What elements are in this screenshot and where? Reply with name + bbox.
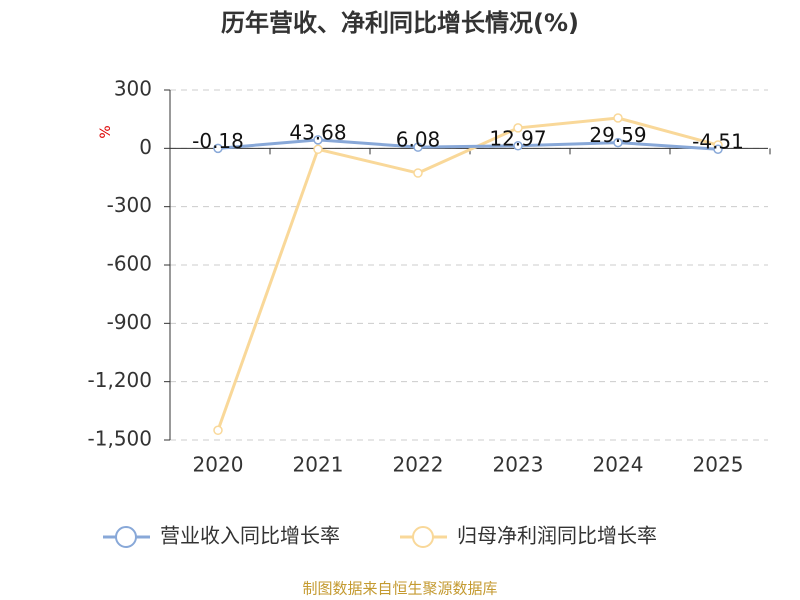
data-label: -0.18: [192, 129, 244, 153]
y-tick-label: -1,200: [88, 368, 152, 392]
data-label: 29.59: [589, 123, 646, 147]
data-label: 43.68: [289, 120, 346, 144]
x-tick-label: 2024: [593, 453, 644, 477]
point: [613, 113, 623, 123]
series-line: [216, 116, 719, 431]
data-label: 6.08: [396, 128, 441, 152]
legend-marker: [115, 526, 137, 548]
data-label: -4.51: [692, 130, 744, 154]
legend-label: 营业收入同比增长率: [160, 524, 340, 548]
point: [613, 137, 623, 148]
series-line: [217, 138, 719, 151]
point: [413, 142, 423, 152]
point: [513, 123, 523, 133]
point: [313, 144, 323, 155]
x-tick-label: 2022: [393, 453, 444, 477]
y-tick-label: -1,500: [88, 427, 152, 451]
legend-label: 归母净利润同比增长率: [457, 524, 657, 548]
x-tick-label: 2025: [693, 453, 744, 477]
point: [713, 144, 723, 154]
point: [213, 143, 223, 154]
y-axis-label: %: [98, 125, 114, 138]
y-tick-label: 300: [114, 77, 152, 101]
source-note: 制图数据来自恒生聚源数据库: [302, 580, 497, 598]
y-tick-label: -300: [107, 193, 152, 217]
y-tick-label: 0: [139, 135, 152, 159]
chart-title: 历年营收、净利同比增长情况(%): [221, 9, 579, 37]
point: [213, 425, 223, 436]
data-label: 12.97: [489, 126, 546, 150]
point: [513, 141, 523, 151]
legend-marker: [412, 526, 434, 548]
y-tick-label: -600: [107, 252, 152, 276]
x-tick-label: 2021: [293, 453, 344, 477]
point: [313, 135, 323, 145]
y-tick-label: -900: [107, 310, 152, 334]
x-tick-label: 2020: [193, 453, 244, 477]
point: [413, 168, 423, 178]
x-tick-label: 2023: [493, 453, 544, 477]
